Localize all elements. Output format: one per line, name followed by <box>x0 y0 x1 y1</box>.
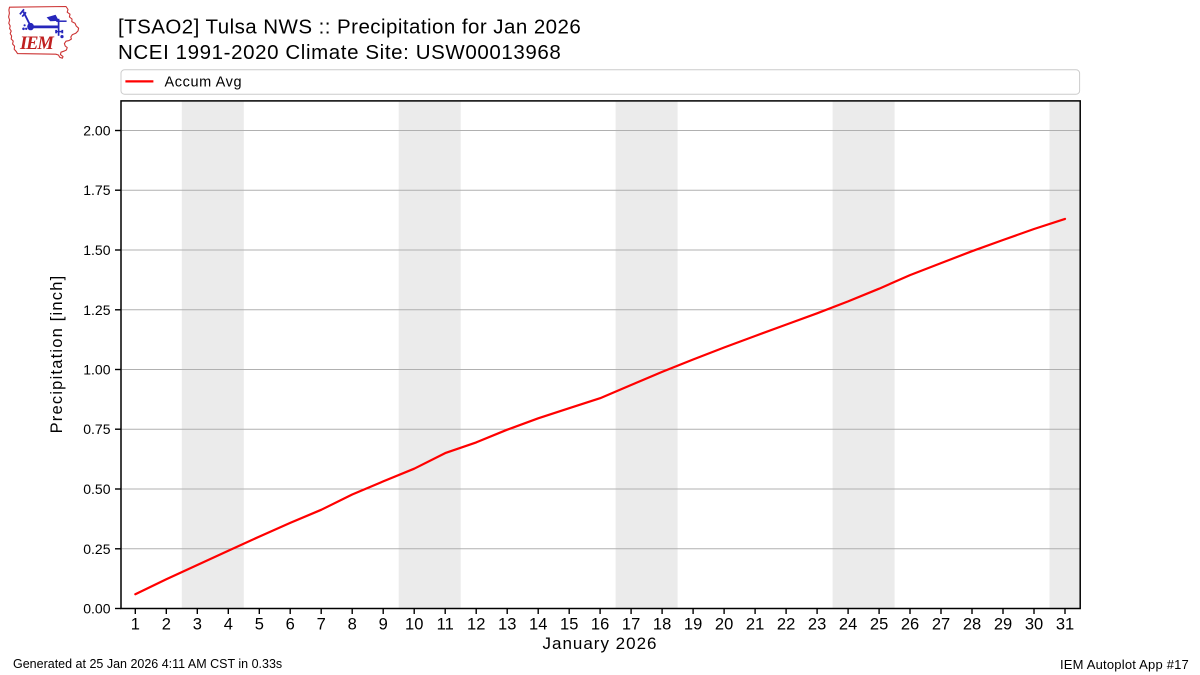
svg-text:1.00: 1.00 <box>83 362 110 378</box>
svg-text:2.00: 2.00 <box>83 123 110 139</box>
svg-text:26: 26 <box>901 616 919 634</box>
svg-text:12: 12 <box>467 616 485 634</box>
svg-text:20: 20 <box>715 616 733 634</box>
svg-text:10: 10 <box>405 616 423 634</box>
svg-text:29: 29 <box>994 616 1012 634</box>
svg-text:13: 13 <box>498 616 516 634</box>
svg-text:23: 23 <box>808 616 826 634</box>
svg-text:Generated at 25 Jan 2026 4:11: Generated at 25 Jan 2026 4:11 AM CST in … <box>13 657 282 671</box>
svg-text:21: 21 <box>746 616 764 634</box>
svg-text:3: 3 <box>193 616 202 634</box>
svg-text:1.25: 1.25 <box>83 302 110 318</box>
svg-text:22: 22 <box>777 616 795 634</box>
svg-text:1.50: 1.50 <box>83 242 110 258</box>
svg-text:0.75: 0.75 <box>83 421 110 437</box>
svg-text:28: 28 <box>963 616 981 634</box>
svg-text:0.25: 0.25 <box>83 541 110 557</box>
svg-text:31: 31 <box>1056 616 1074 634</box>
svg-text:25: 25 <box>870 616 888 634</box>
svg-text:NCEI 1991-2020 Climate Site: U: NCEI 1991-2020 Climate Site: USW00013968 <box>118 41 561 64</box>
svg-text:9: 9 <box>379 616 388 634</box>
svg-text:15: 15 <box>560 616 578 634</box>
svg-text:6: 6 <box>286 616 295 634</box>
svg-text:IEM: IEM <box>19 34 54 54</box>
svg-text:24: 24 <box>839 616 857 634</box>
svg-text:14: 14 <box>529 616 547 634</box>
svg-text:1: 1 <box>131 616 140 634</box>
svg-text:IEM Autoplot App #17: IEM Autoplot App #17 <box>1060 657 1189 672</box>
svg-text:30: 30 <box>1025 616 1043 634</box>
svg-text:2: 2 <box>162 616 171 634</box>
svg-text:16: 16 <box>591 616 609 634</box>
svg-text:19: 19 <box>684 616 702 634</box>
svg-text:8: 8 <box>348 616 357 634</box>
svg-text:7: 7 <box>317 616 326 634</box>
svg-text:1.75: 1.75 <box>83 182 110 198</box>
svg-text:11: 11 <box>437 616 454 634</box>
svg-text:0.00: 0.00 <box>83 601 110 617</box>
svg-text:27: 27 <box>932 616 950 634</box>
svg-text:18: 18 <box>653 616 671 634</box>
svg-text:4: 4 <box>224 616 233 634</box>
svg-text:5: 5 <box>255 616 264 634</box>
svg-text:Accum Avg: Accum Avg <box>165 74 243 90</box>
svg-text:0.50: 0.50 <box>83 481 110 497</box>
svg-text:Precipitation [inch]: Precipitation [inch] <box>48 275 66 434</box>
svg-text:[TSAO2] Tulsa NWS :: Precipita: [TSAO2] Tulsa NWS :: Precipitation for J… <box>118 16 581 39</box>
svg-text:January 2026: January 2026 <box>542 634 657 653</box>
svg-text:17: 17 <box>622 616 640 634</box>
